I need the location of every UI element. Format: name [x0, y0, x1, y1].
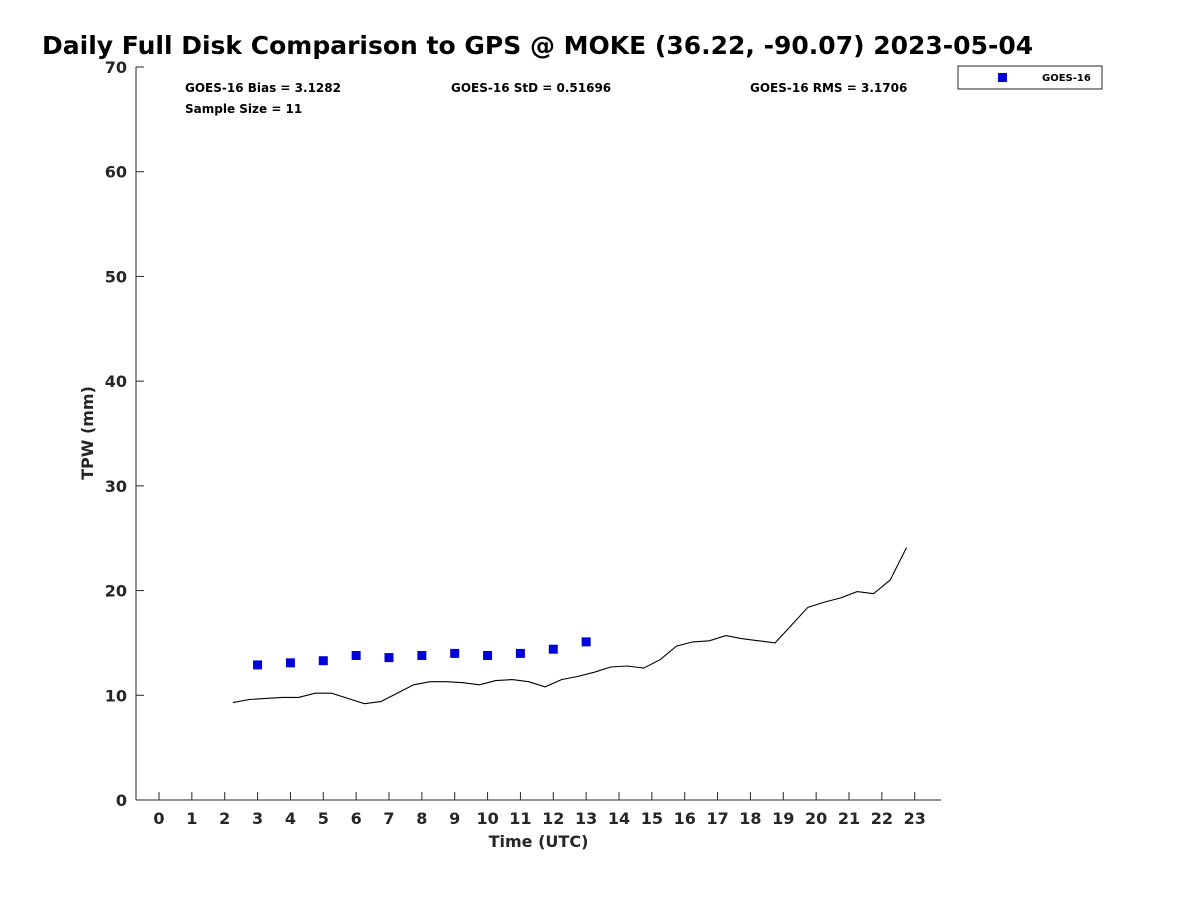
x-tick-label: 17	[706, 809, 728, 828]
x-tick-label: 3	[252, 809, 263, 828]
axes	[135, 67, 941, 801]
goes16-point	[515, 648, 525, 658]
legend-marker	[998, 73, 1007, 82]
goes16-point	[483, 650, 493, 660]
x-tick-label: 20	[805, 809, 827, 828]
x-axis-label: Time (UTC)	[489, 832, 589, 851]
y-tick-label: 50	[105, 267, 127, 286]
x-tick-label: 12	[542, 809, 564, 828]
goes16-point	[450, 648, 460, 658]
x-tick-label: 14	[608, 809, 630, 828]
x-tick-label: 7	[383, 809, 394, 828]
goes16-point	[351, 650, 361, 660]
y-tick-label: 40	[105, 372, 127, 391]
goes16-point	[581, 637, 591, 647]
goes16-point	[318, 656, 328, 666]
y-axis-label: TPW (mm)	[78, 386, 97, 480]
legend: GOES-16	[957, 65, 1103, 90]
goes16-point	[285, 658, 295, 668]
series-layer	[232, 547, 907, 705]
x-tick-label: 9	[449, 809, 460, 828]
x-tick-label: 8	[416, 809, 427, 828]
stat-std: GOES-16 StD = 0.51696	[451, 81, 611, 95]
stat-rms: GOES-16 RMS = 3.1706	[750, 81, 907, 95]
x-tick-label: 22	[871, 809, 893, 828]
x-tick-label: 5	[318, 809, 329, 828]
y-ticks: 0 10 20 30 40 50 60 70	[105, 58, 144, 810]
x-tick-label: 21	[838, 809, 860, 828]
stats-annotations: GOES-16 Bias = 3.1282 GOES-16 StD = 0.51…	[185, 81, 907, 116]
gps-tpw-line	[232, 547, 907, 705]
legend-label: GOES-16	[1042, 73, 1091, 84]
y-tick-label: 20	[105, 582, 127, 601]
x-tick-label: 11	[509, 809, 531, 828]
x-tick-label: 18	[739, 809, 761, 828]
y-tick-label: 10	[105, 686, 127, 705]
x-tick-label: 19	[772, 809, 794, 828]
stat-sample-size: Sample Size = 11	[185, 102, 302, 116]
y-tick-label: 0	[116, 791, 127, 810]
x-tick-label: 15	[641, 809, 663, 828]
x-tick-label: 4	[285, 809, 296, 828]
goes16-point	[253, 660, 263, 670]
x-ticks: 0 1 2 3 4 5 6 7 8 9 10 11 12 13 14 15 16 17 18 19 20 21 22 23	[153, 792, 926, 828]
x-tick-label: 13	[575, 809, 597, 828]
x-tick-label: 23	[904, 809, 926, 828]
stat-bias: GOES-16 Bias = 3.1282	[185, 81, 341, 95]
y-tick-label: 30	[105, 477, 127, 496]
y-tick-label: 70	[105, 58, 127, 77]
goes16-point	[548, 644, 558, 654]
x-tick-label: 1	[186, 809, 197, 828]
y-tick-label: 60	[105, 163, 127, 182]
legend-box	[957, 65, 1103, 90]
goes16-point	[417, 650, 427, 660]
x-tick-label: 16	[674, 809, 696, 828]
chart-title: Daily Full Disk Comparison to GPS @ MOKE…	[42, 31, 1033, 60]
goes16-point	[384, 653, 394, 663]
x-tick-label: 0	[153, 809, 164, 828]
x-tick-label: 6	[351, 809, 362, 828]
x-tick-label: 10	[476, 809, 498, 828]
x-tick-label: 2	[219, 809, 230, 828]
